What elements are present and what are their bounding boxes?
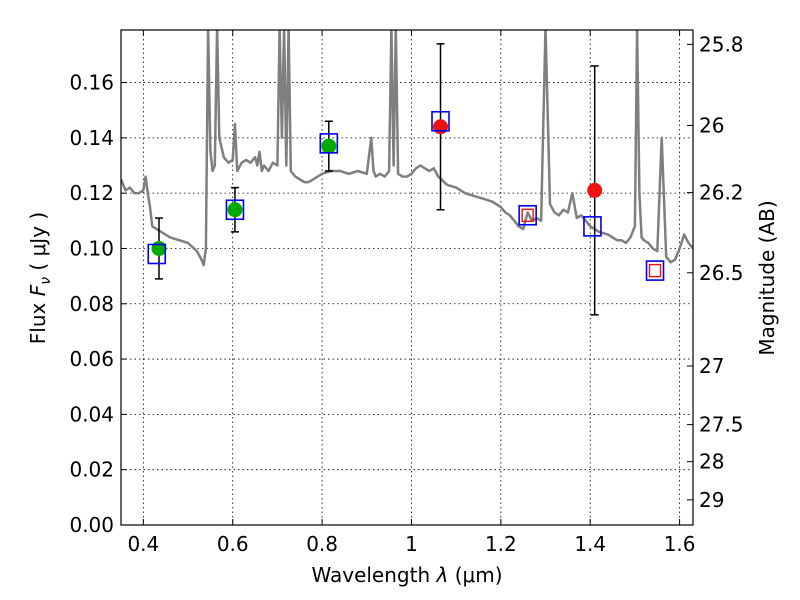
- plot-area: [121, 30, 693, 316]
- plot-frame: [120, 29, 694, 526]
- data-point: [321, 138, 337, 154]
- y-tick-label: 0.12: [69, 181, 114, 205]
- spectrum-line: [121, 30, 693, 267]
- y-tick-label: 0.14: [69, 126, 114, 150]
- x-tick-label: 1: [405, 532, 418, 556]
- grid-lines: [121, 30, 693, 526]
- model-square: [518, 204, 537, 226]
- y2-tick-label: 27: [699, 354, 724, 378]
- x-tick-label: 1.4: [574, 532, 606, 556]
- data-point: [587, 182, 603, 198]
- y-tick-label: 0.08: [69, 292, 114, 316]
- y2-tick-label: 26.5: [699, 261, 744, 285]
- y2-tick-label: 29: [699, 488, 724, 512]
- y2-tick-label: 28: [699, 450, 724, 474]
- x-tick-label: 0.6: [217, 532, 249, 556]
- model-square: [319, 133, 339, 154]
- y-tick-label: 0.06: [69, 347, 114, 371]
- data-point: [151, 240, 167, 256]
- y-tick-label: 0.04: [69, 402, 114, 426]
- x-tick-label: 0.4: [127, 532, 159, 556]
- y-tick-label: 0.16: [69, 71, 114, 95]
- model-square: [147, 243, 167, 265]
- y2-axis-title: Magnitude (AB): [755, 200, 779, 355]
- y2-tick-label: 26.2: [699, 181, 744, 205]
- y2-tick-label: 26: [699, 113, 724, 137]
- x-tick-label: 1.2: [485, 532, 517, 556]
- model-square: [583, 216, 602, 237]
- y-tick-label: 0.10: [69, 236, 114, 260]
- y-axis-title: Flux Fν ( μJy ): [26, 212, 54, 344]
- y-tick-label: 0.02: [69, 458, 114, 482]
- x-axis-title: Wavelength λ (μm): [311, 563, 502, 587]
- model-square: [431, 110, 450, 132]
- x-tick-label: 0.8: [306, 532, 338, 556]
- x-tick-label: 1.6: [664, 532, 696, 556]
- y2-tick-label: 27.5: [699, 413, 744, 437]
- y-tick-label: 0.00: [69, 513, 114, 537]
- model-square: [645, 260, 665, 281]
- limit-square: [648, 263, 662, 278]
- axis-ticks: 0.4 0.6 0.8 1 1.2 1.4 1.6 0.00 0.02 0.04 0.06 0.08 0…: [69, 30, 744, 556]
- limit-square: [521, 208, 534, 222]
- model-square: [225, 199, 245, 221]
- data-point: [227, 202, 243, 218]
- y2-tick-label: 25.8: [699, 32, 744, 56]
- data-point: [433, 119, 449, 135]
